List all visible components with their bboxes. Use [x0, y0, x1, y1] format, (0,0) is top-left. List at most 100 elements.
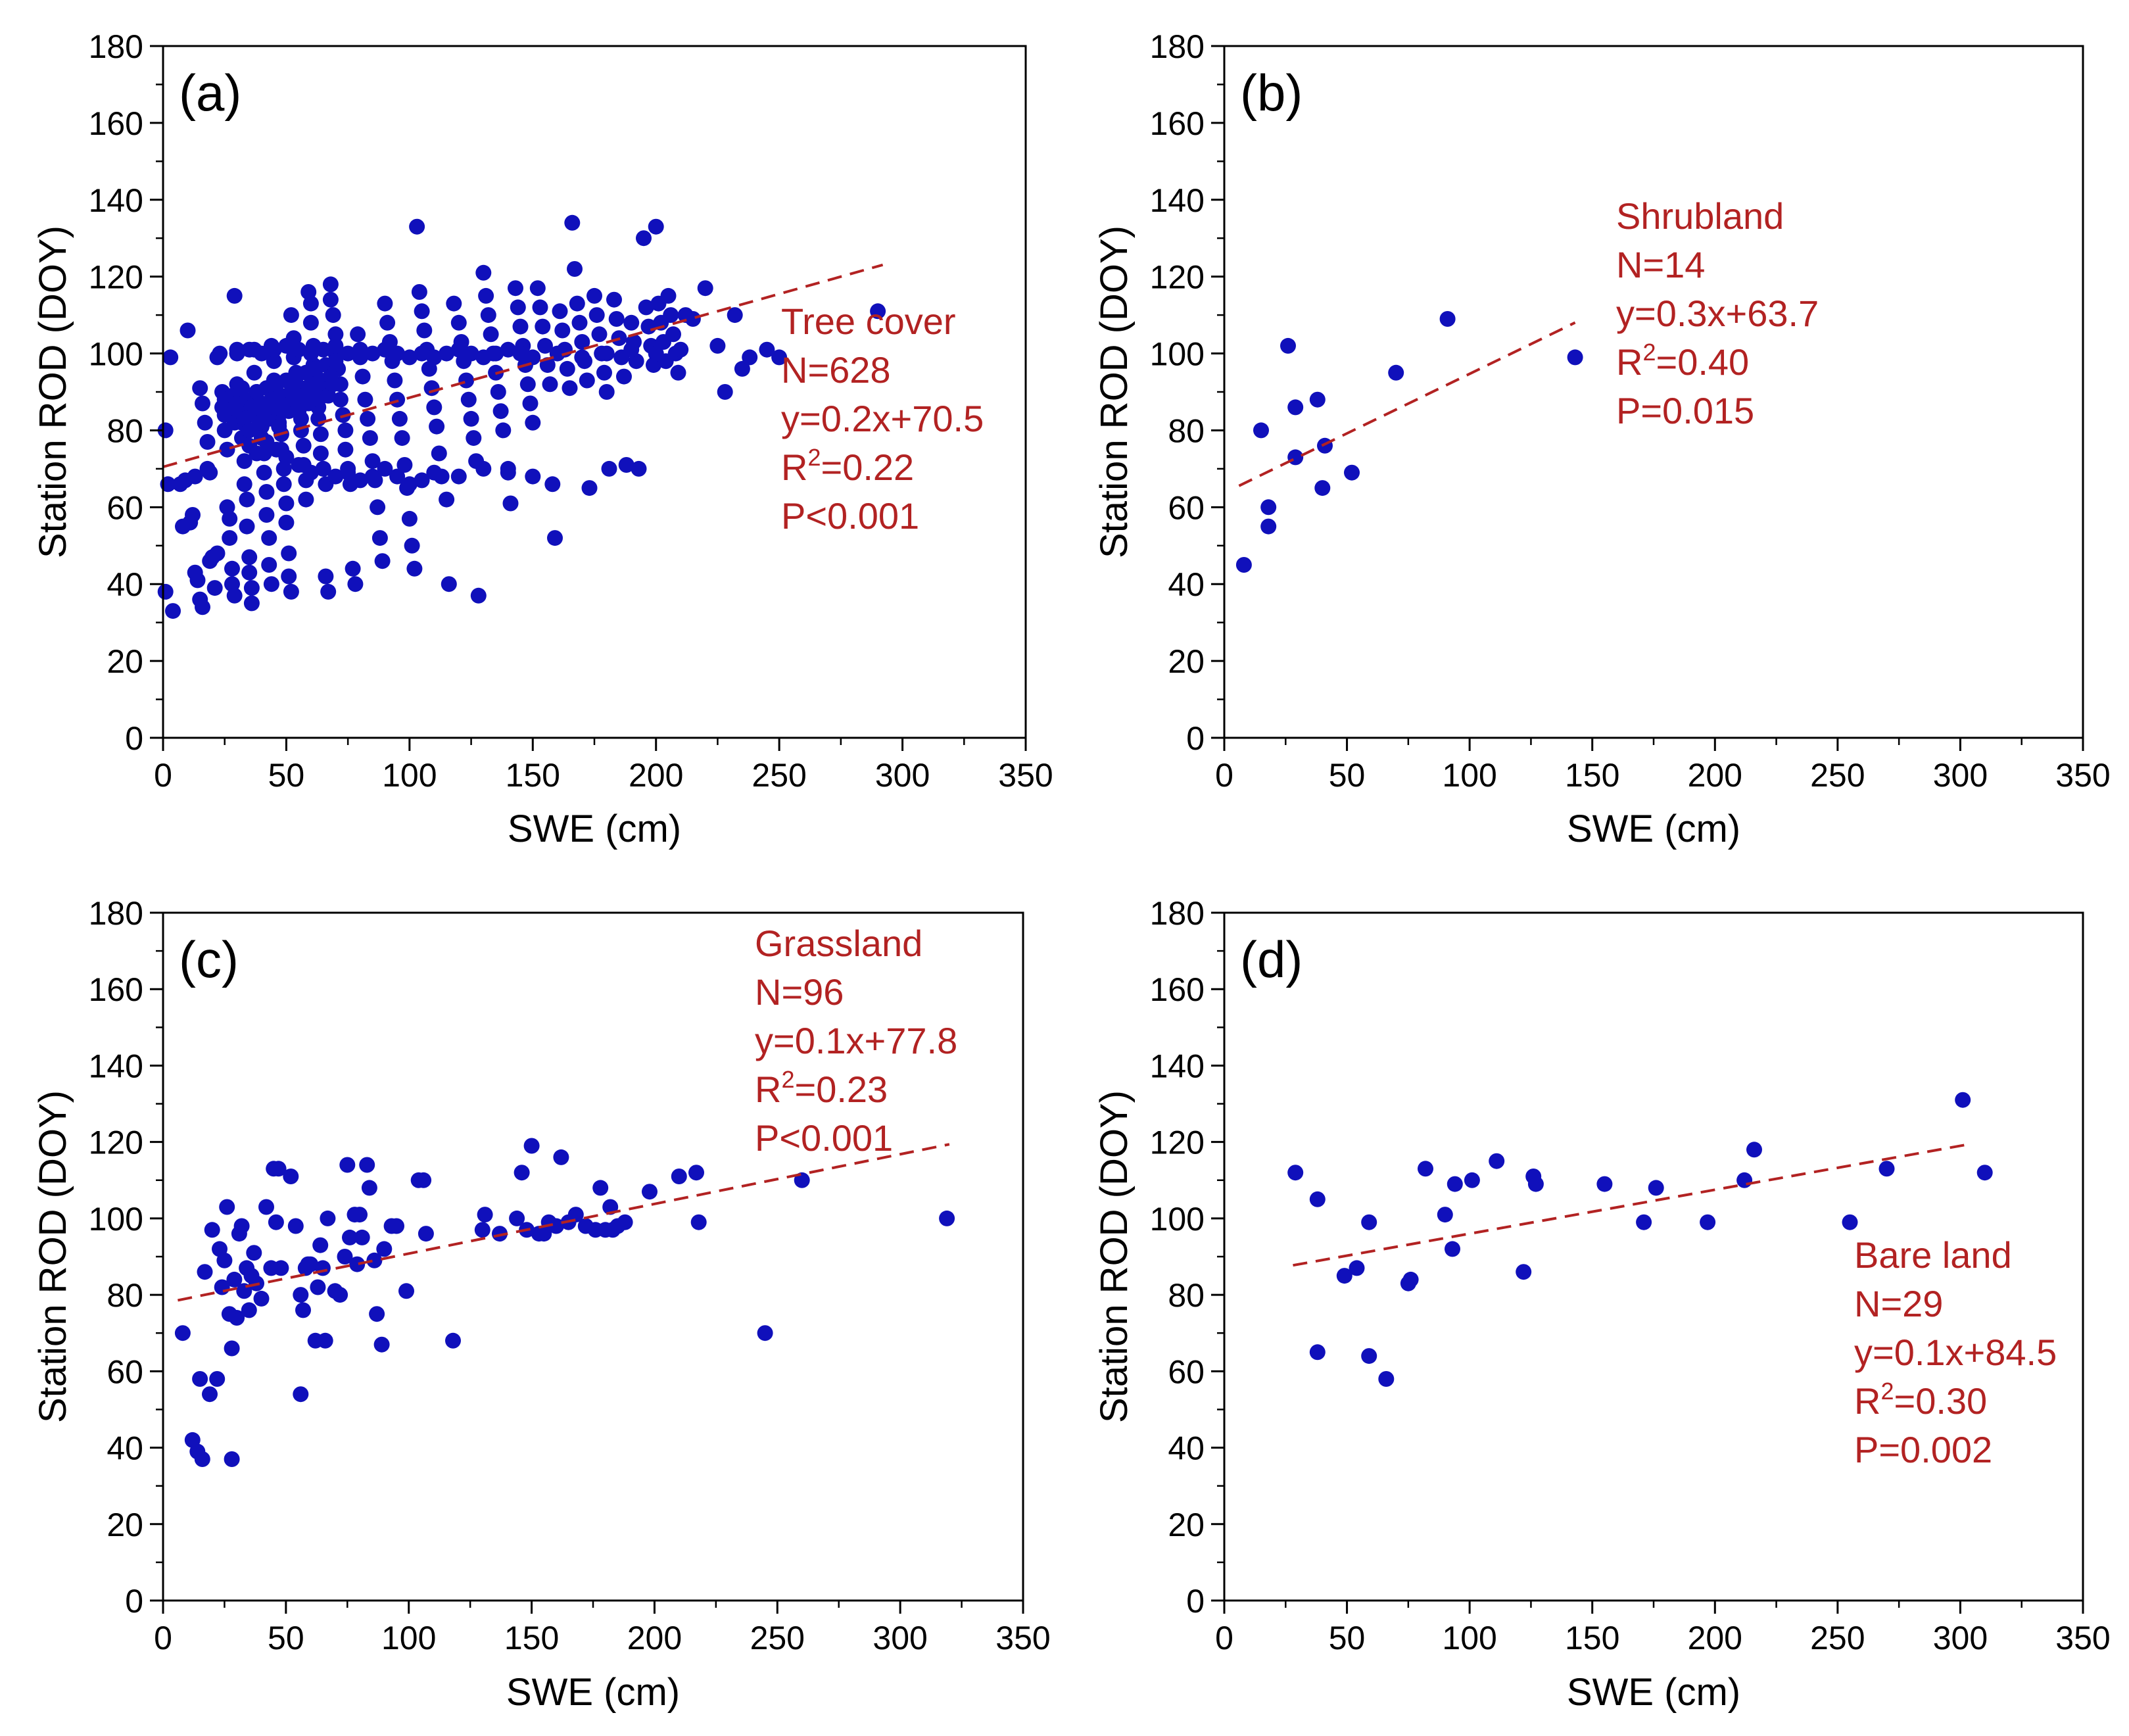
panel-d-x-tick-label: 50: [1329, 1620, 1366, 1656]
panel-c-frame: [162, 911, 1024, 1602]
panel-a-data-point: [350, 326, 366, 343]
panel-d-x-tick-label: 0: [1215, 1620, 1233, 1656]
panel-a-data-point: [291, 457, 307, 473]
panel-c-data-point: [209, 1371, 226, 1387]
panel-c-data-point: [224, 1340, 240, 1357]
panel-b-class-name: Shrubland: [1616, 195, 1784, 237]
panel-d-plot-area: [1287, 1092, 1993, 1387]
panel-c-y-tick-label: 120: [89, 1124, 143, 1161]
panel-c-r2-value: =0.23: [794, 1069, 888, 1110]
panel-a-data-point: [458, 372, 475, 389]
panel-b-y-tick-label: 0: [1186, 720, 1205, 757]
panel-a-y-tick-label: 160: [89, 105, 143, 142]
panel-a-data-point: [475, 349, 492, 366]
panel-a: (a) SWE (cm) Station ROD (DOY) Tree cove…: [32, 28, 1053, 850]
panel-d-data-point: [1955, 1092, 1971, 1108]
panel-a-data-point: [638, 299, 654, 316]
panel-c-data-point: [523, 1138, 540, 1154]
panel-b-plot-area: [1235, 311, 1583, 573]
panel-a-data-point: [717, 384, 733, 400]
panel-a-class-name: Tree cover: [781, 301, 956, 342]
panel-a-plot-area: [157, 214, 886, 619]
panel-d: (d) SWE (cm) Station ROD (DOY) Bare land…: [1093, 895, 2111, 1714]
panel-a-data-point: [315, 341, 331, 358]
panel-a-data-point: [439, 491, 455, 508]
panel-a-data-point: [450, 314, 467, 331]
panel-a-data-point: [315, 460, 331, 477]
panel-a-data-point: [322, 276, 339, 293]
panel-c-regression-line: [178, 1143, 950, 1302]
panel-b-r-squared: R2=0.40: [1616, 339, 1749, 383]
panel-a-data-point: [241, 549, 258, 566]
panel-a-data-point: [579, 372, 595, 389]
panel-a-data-point: [236, 453, 252, 470]
panel-d-data-point: [1361, 1348, 1377, 1364]
panel-c-label: (c): [179, 930, 239, 988]
panel-a-data-point: [394, 430, 410, 446]
panel-c-data-point: [204, 1222, 220, 1238]
panel-a-label: (a): [179, 64, 241, 122]
panel-a-data-point: [483, 326, 499, 343]
panel-a-data-point: [697, 280, 713, 297]
panel-a-data-point: [278, 514, 295, 531]
panel-c-n-label: N=96: [755, 971, 844, 1013]
panel-c-data-point: [553, 1149, 569, 1165]
panel-a-data-point: [606, 291, 622, 308]
panel-a-data-point: [370, 499, 386, 516]
panel-a-data-point: [771, 349, 788, 366]
panel-a-data-point: [281, 545, 297, 562]
panel-d-data-point: [1700, 1214, 1716, 1230]
panel-d-data-point: [1447, 1176, 1463, 1192]
panel-a-x-tick-label: 250: [752, 757, 806, 794]
panel-b-x-tick-label: 50: [1329, 757, 1366, 794]
panel-a-data-point: [426, 399, 443, 416]
panel-d-y-tick-label: 80: [1168, 1277, 1205, 1314]
panel-a-data-point: [298, 491, 314, 508]
panel-a-data-point: [263, 576, 279, 592]
panel-a-data-point: [249, 445, 265, 462]
panel-a-data-point: [389, 468, 406, 485]
panel-a-data-point: [564, 214, 581, 231]
panel-b-x-tick-label: 300: [1933, 757, 1988, 794]
panel-c-y-tick-label: 140: [89, 1048, 143, 1084]
panel-a-data-point: [567, 261, 583, 277]
panel-d-data-point: [1361, 1214, 1377, 1230]
panel-a-data-point: [320, 583, 337, 600]
panel-a-data-point: [508, 280, 523, 297]
panel-c-data-point: [373, 1336, 390, 1353]
panel-c-data-point: [342, 1229, 358, 1245]
panel-d-data-point: [1746, 1142, 1762, 1158]
panel-a-data-point: [500, 341, 516, 358]
panel-a-data-point: [673, 341, 689, 358]
panel-c-data-point: [295, 1302, 311, 1318]
panel-a-data-point: [574, 334, 590, 350]
panel-a-data-point: [253, 345, 270, 362]
panel-d-data-point: [1636, 1214, 1652, 1230]
panel-a-data-point: [734, 360, 750, 377]
panel-a-x-tick-label: 350: [998, 757, 1053, 794]
panel-a-data-point: [195, 395, 210, 412]
panel-a-y-tick-label: 100: [89, 336, 143, 373]
panel-d-data-point: [1349, 1260, 1365, 1276]
panel-a-data-point: [226, 587, 243, 604]
panel-a-data-point: [362, 430, 378, 446]
panel-c-data-point: [617, 1214, 633, 1230]
panel-b-data-point: [1260, 518, 1277, 535]
panel-b-x-tick-label: 100: [1442, 757, 1496, 794]
panel-c: (c) SWE (cm) Station ROD (DOY) Grassland…: [32, 895, 1051, 1714]
panel-d-data-point: [1287, 1165, 1304, 1181]
panel-a-data-point: [623, 314, 640, 331]
panel-c-data-point: [349, 1256, 366, 1272]
panel-c-data-point: [283, 1169, 299, 1184]
panel-a-data-point: [404, 537, 420, 554]
panel-d-x-tick-label: 150: [1565, 1620, 1619, 1656]
panel-d-data-point: [1527, 1176, 1544, 1192]
panel-a-data-point: [450, 341, 467, 358]
panel-a-data-point: [618, 457, 634, 473]
panel-d-label: (d): [1240, 930, 1303, 988]
panel-a-data-point: [510, 299, 526, 316]
panel-a-data-point: [475, 460, 492, 477]
panel-c-data-point: [339, 1157, 356, 1173]
panel-a-data-point: [278, 337, 295, 354]
panel-d-y-tick-label: 140: [1150, 1048, 1205, 1084]
